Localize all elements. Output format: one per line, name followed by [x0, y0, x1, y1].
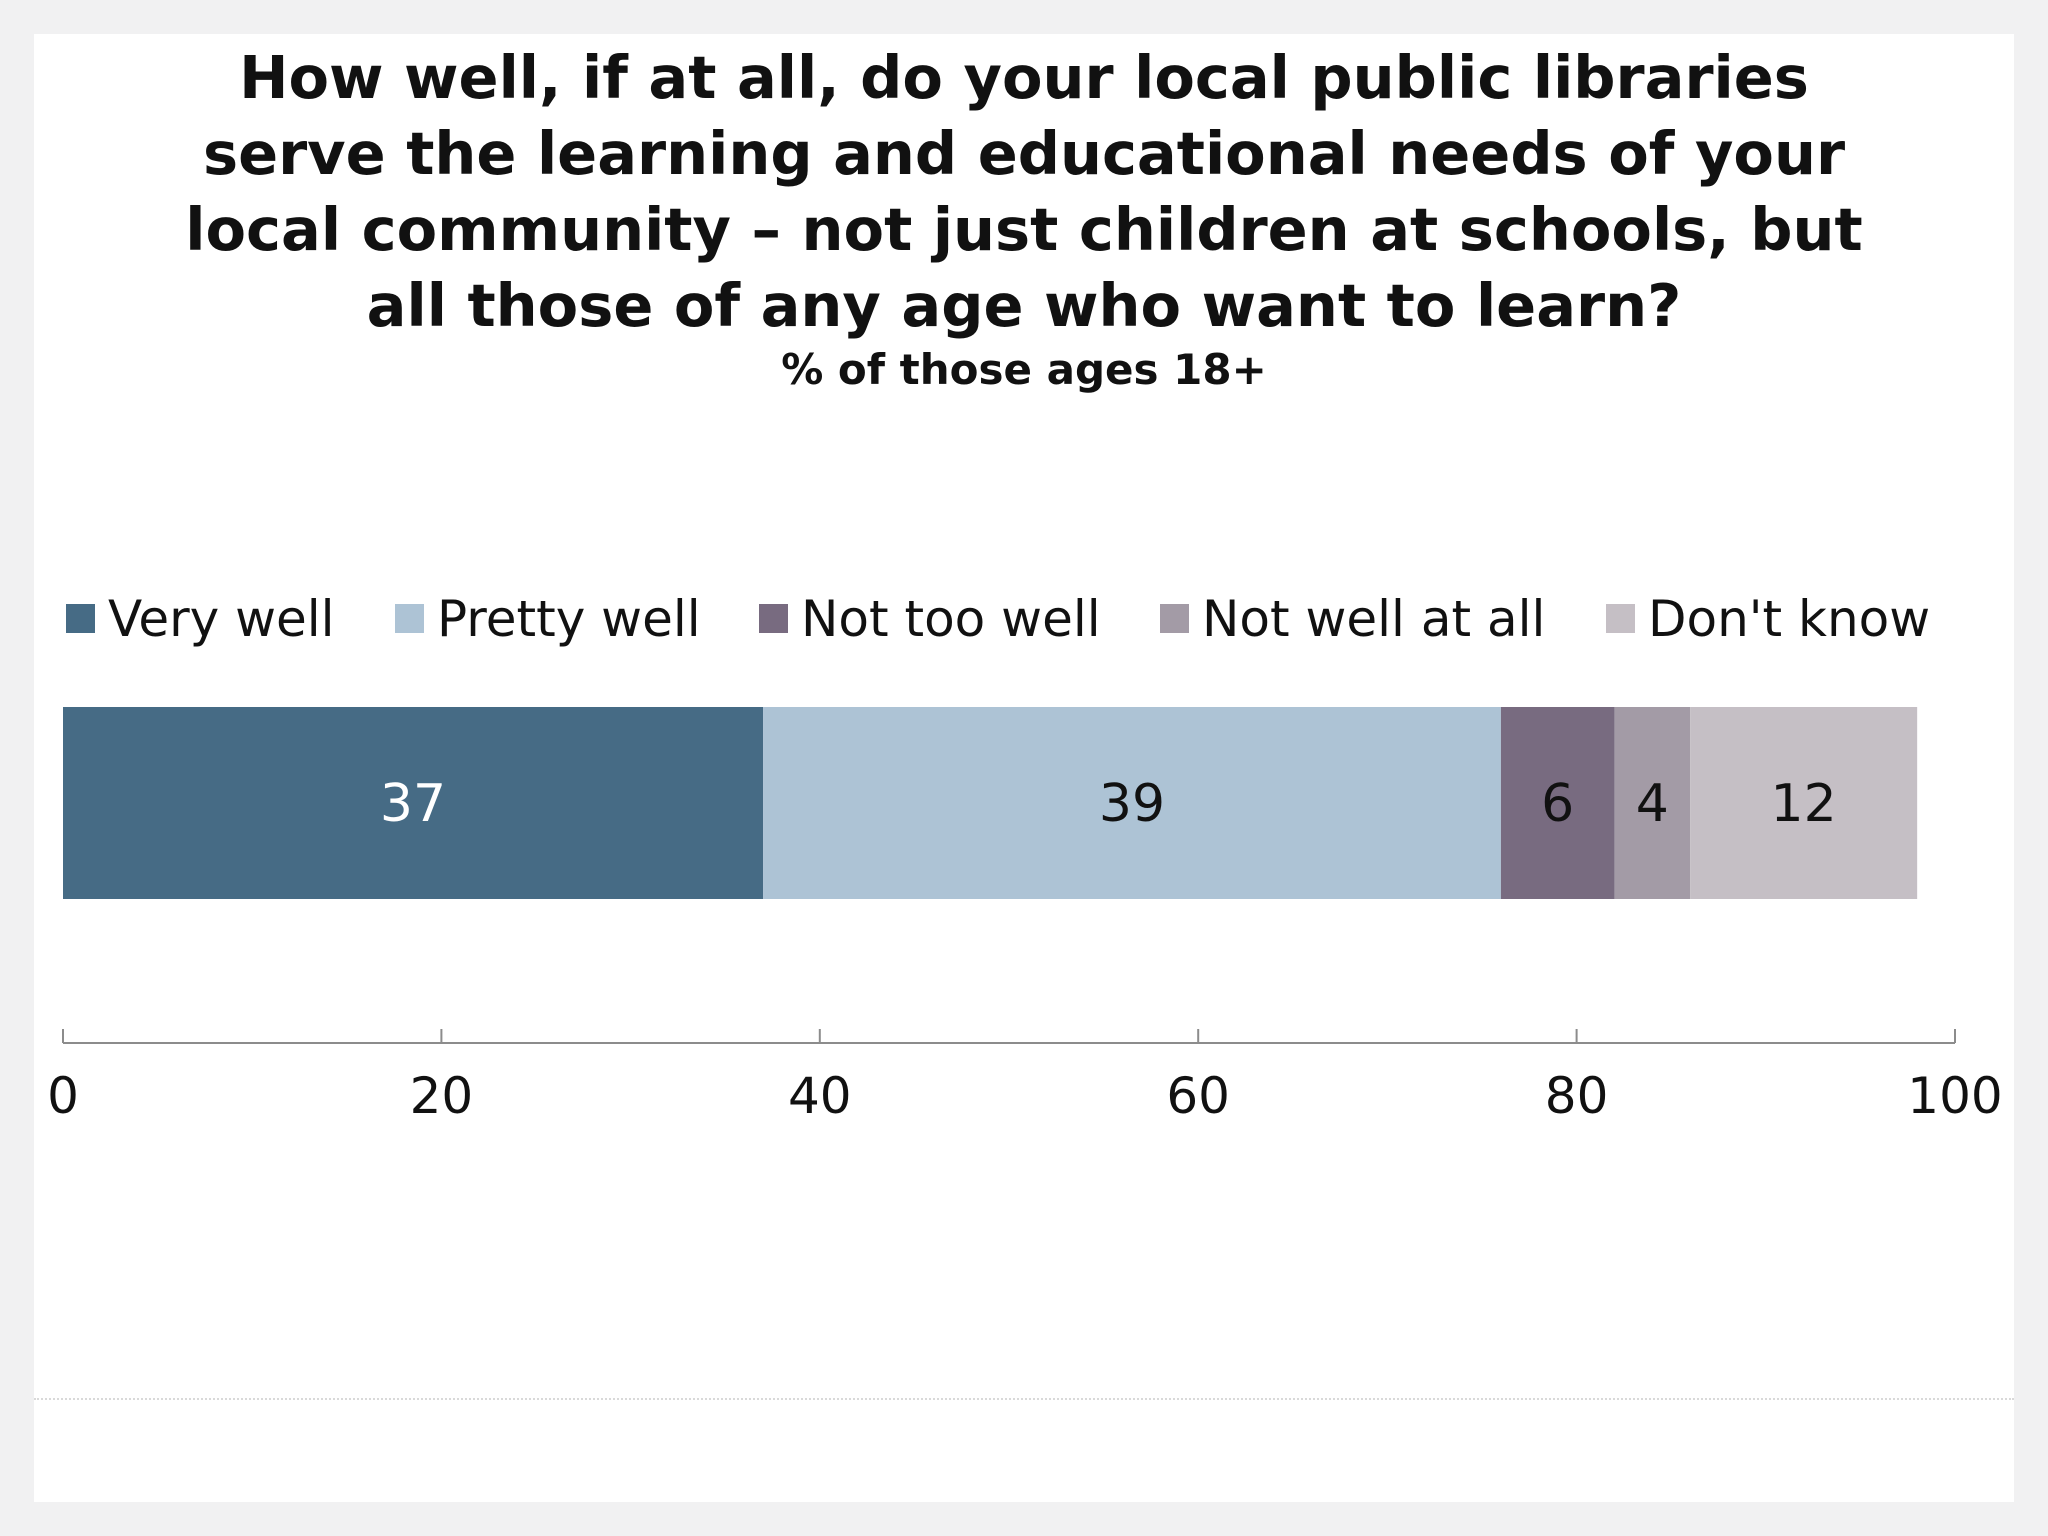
chart-title-line: How well, if at all, do your local publi… [239, 43, 1809, 112]
legend-label: Not too well [801, 590, 1101, 648]
data-label: 6 [1541, 774, 1574, 834]
legend-swatch [66, 604, 95, 633]
legend-swatch [759, 604, 788, 633]
footer-divider [34, 1398, 2014, 1400]
chart-title: How well, if at all, do your local publi… [0, 40, 2048, 344]
data-label: 12 [1771, 774, 1837, 834]
x-tick-label: 100 [1907, 1067, 2002, 1125]
chart-title-line: serve the learning and educational needs… [202, 119, 1846, 188]
legend-label: Pretty well [437, 590, 701, 648]
x-tick-label: 0 [47, 1067, 79, 1125]
legend-swatch [395, 604, 424, 633]
x-tick-label: 60 [1166, 1067, 1230, 1125]
x-tick-label: 40 [788, 1067, 852, 1125]
data-label: 37 [380, 774, 446, 834]
bar-segment [63, 707, 764, 899]
chart-subtitle: % of those ages 18+ [781, 345, 1267, 394]
data-label: 39 [1099, 774, 1165, 834]
data-label: 4 [1636, 774, 1669, 834]
legend-label: Don't know [1648, 590, 1930, 648]
chart-title-line: local community – not just children at s… [185, 195, 1863, 264]
legend-swatch [1160, 604, 1189, 633]
bar-segment [1500, 707, 1615, 899]
x-tick-label: 80 [1545, 1067, 1609, 1125]
x-tick-label: 20 [410, 1067, 474, 1125]
legend-label: Very well [108, 590, 335, 648]
bar-segment [1690, 707, 1918, 899]
legend-swatch [1606, 604, 1635, 633]
chart-title-line: all those of any age who want to learn? [366, 271, 1682, 340]
legend-label: Not well at all [1202, 590, 1545, 648]
bar-segment [1614, 707, 1691, 899]
bar-segment [763, 707, 1501, 899]
